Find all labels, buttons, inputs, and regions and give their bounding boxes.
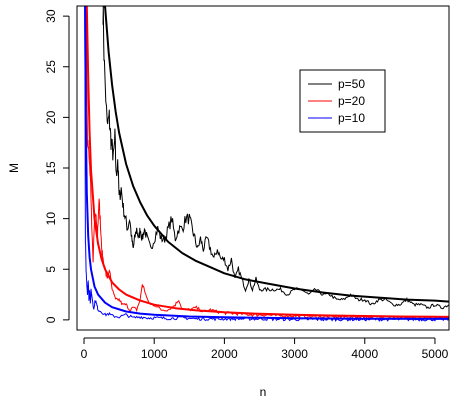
x-axis: 0 1000 2000 3000 4000 5000 — [81, 337, 449, 361]
x-tick-label: 0 — [81, 347, 88, 361]
y-tick-label: 10 — [44, 212, 58, 226]
series-trace-p=50 — [102, 6, 449, 310]
series-curve-p=20 — [85, 6, 449, 318]
x-tick-label: 4000 — [351, 347, 378, 361]
y-tick-label: 20 — [44, 110, 58, 124]
y-tick-label: 0 — [44, 316, 58, 323]
series-curve-p=10 — [84, 6, 449, 320]
y-tick-label: 15 — [44, 161, 58, 175]
y-axis: 0 5 10 15 20 25 30 — [44, 9, 70, 323]
y-axis-label: M — [7, 163, 21, 173]
legend-label-p=10: p=10 — [338, 111, 365, 125]
series-layer — [84, 6, 449, 322]
x-tick-label: 5000 — [422, 347, 449, 361]
series-trace-p=10 — [84, 6, 449, 322]
legend: p=50 p=20 p=10 — [299, 69, 386, 133]
series-trace-p=20 — [85, 6, 449, 321]
y-tick-label: 5 — [44, 266, 58, 273]
y-tick-label: 25 — [44, 60, 58, 74]
plot-frame — [76, 5, 450, 331]
x-tick-label: 1000 — [141, 347, 168, 361]
legend-label-p=50: p=50 — [338, 77, 365, 91]
y-tick-label: 30 — [44, 9, 58, 23]
series-curve-p=50 — [102, 6, 449, 303]
legend-label-p=20: p=20 — [338, 94, 365, 108]
x-axis-label: n — [260, 385, 267, 399]
x-tick-label: 3000 — [281, 347, 308, 361]
x-tick-label: 2000 — [211, 347, 238, 361]
